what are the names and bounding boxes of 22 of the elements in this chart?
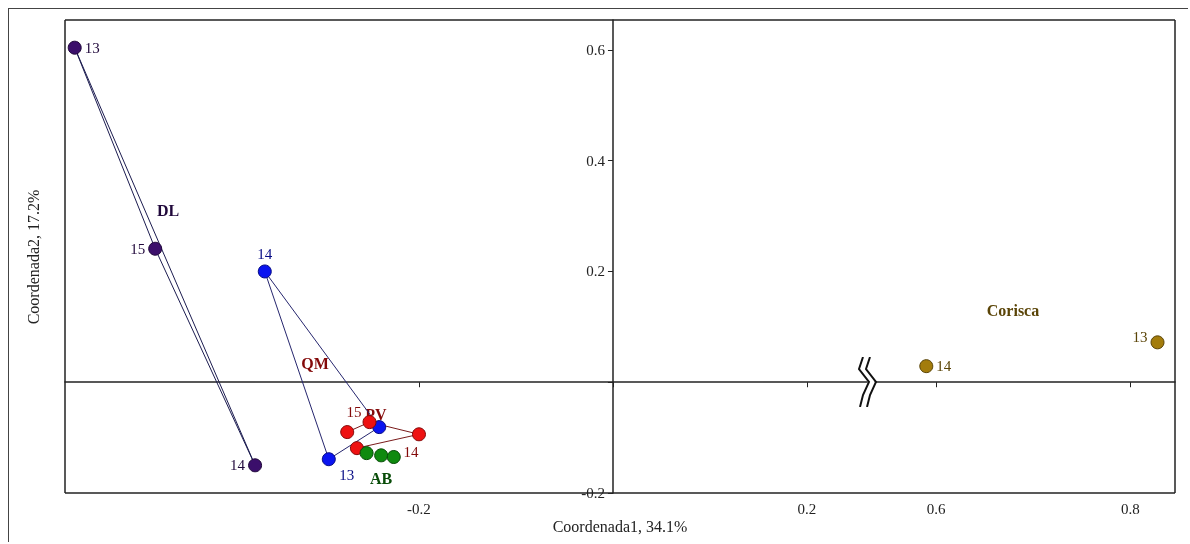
annotation: 13 xyxy=(1132,329,1148,346)
annotation: Corisca xyxy=(986,301,1040,319)
x-tick-label: 0.8 xyxy=(1120,500,1140,517)
x-axis-title: Coordenada1, 34.1% xyxy=(552,517,688,535)
annotation: 13 xyxy=(84,39,100,56)
y-tick-label: 0.4 xyxy=(586,152,606,169)
y-tick-label: 0.6 xyxy=(586,41,606,58)
annotation: QM xyxy=(301,354,329,372)
annotation: 14 xyxy=(403,444,419,461)
annotation: 14 xyxy=(230,457,246,474)
annotation: DL xyxy=(156,201,180,219)
annotation: 14 xyxy=(257,246,273,263)
x-tick-label: 0.6 xyxy=(926,500,946,517)
annotation: 14 xyxy=(936,358,952,375)
annotation: 15 xyxy=(346,404,362,421)
annotation: AB xyxy=(369,469,393,487)
y-tick-label: 0.2 xyxy=(586,263,605,280)
x-tick-label: 0.2 xyxy=(797,500,817,517)
y-axis-title: Coordenada2, 17.2% xyxy=(24,189,42,325)
annotation: 13 xyxy=(339,467,355,484)
x-tick-label: -0.2 xyxy=(407,500,431,517)
annotation: 15 xyxy=(130,240,146,257)
